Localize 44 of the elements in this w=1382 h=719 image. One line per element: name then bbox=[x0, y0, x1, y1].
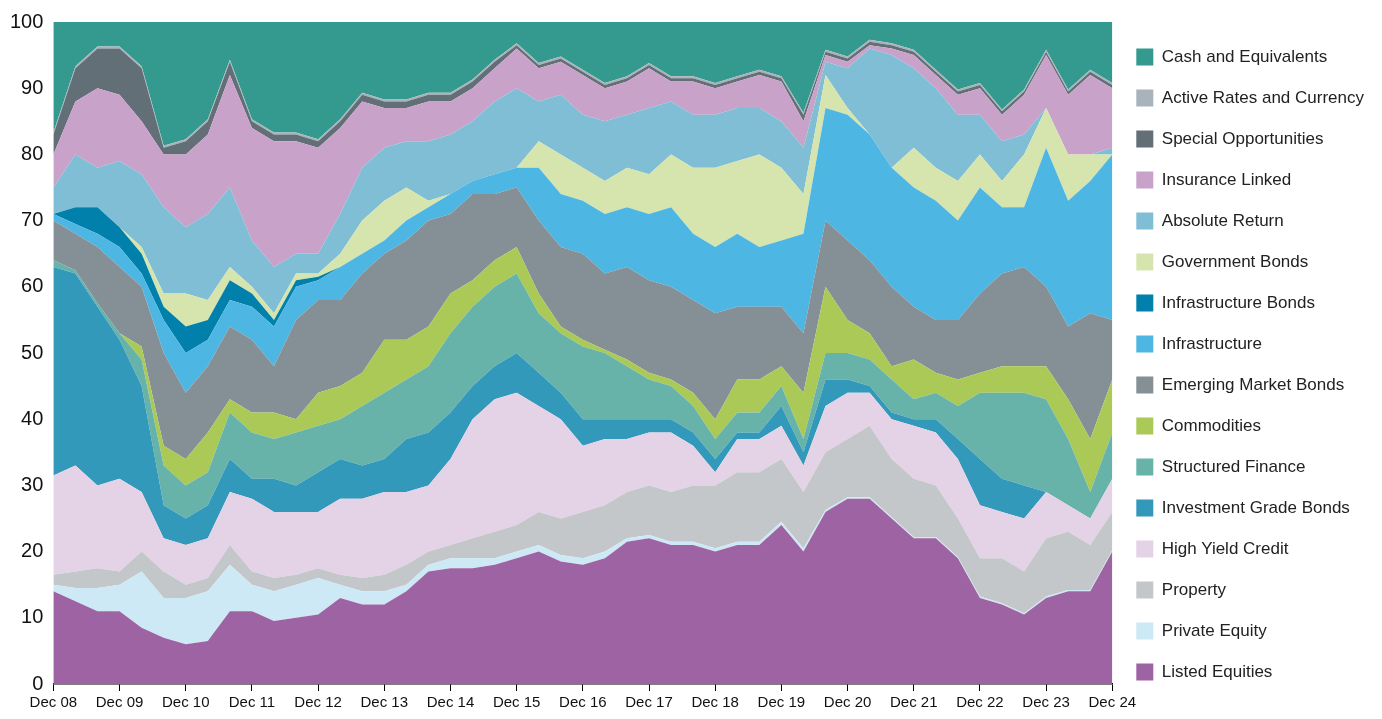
y-tick-label: 40 bbox=[21, 406, 44, 429]
x-tick-label: Dec 08 bbox=[29, 693, 78, 711]
y-tick-label: 30 bbox=[21, 472, 44, 495]
legend-label: Structured Finance bbox=[1161, 456, 1306, 476]
legend-label: Cash and Equivalents bbox=[1161, 46, 1328, 66]
x-tick-label: Dec 16 bbox=[559, 693, 607, 711]
y-tick-label: 50 bbox=[21, 340, 44, 363]
y-tick-label: 90 bbox=[21, 75, 44, 98]
y-tick-label: 80 bbox=[21, 141, 44, 164]
y-tick-label: 20 bbox=[21, 539, 44, 562]
x-tick-label: Dec 15 bbox=[492, 693, 541, 711]
legend-label: Commodities bbox=[1161, 415, 1261, 435]
x-tick-label: Dec 10 bbox=[161, 693, 210, 711]
x-tick-label: Dec 09 bbox=[95, 693, 144, 711]
y-tick-label: 0 bbox=[32, 671, 44, 694]
y-tick-label: 70 bbox=[21, 208, 44, 231]
y-tick-label: 60 bbox=[21, 274, 44, 297]
x-tick-label: Dec 20 bbox=[823, 693, 872, 711]
legend-label: Infrastructure bbox=[1161, 333, 1262, 353]
x-tick-label: Dec 13 bbox=[360, 693, 409, 711]
legend-label: Infrastructure Bonds bbox=[1161, 292, 1315, 312]
x-tick-label: Dec 19 bbox=[757, 693, 806, 711]
x-tick-label: Dec 12 bbox=[294, 693, 342, 711]
legend-label: Government Bonds bbox=[1161, 251, 1309, 271]
x-tick-label: Dec 11 bbox=[228, 693, 276, 711]
legend-label: Absolute Return bbox=[1161, 210, 1284, 230]
legend-label: Property bbox=[1161, 579, 1227, 599]
x-tick-label: Dec 14 bbox=[426, 693, 475, 711]
legend-label: Active Rates and Currency bbox=[1161, 87, 1365, 107]
legend-label: Emerging Market Bonds bbox=[1161, 374, 1345, 394]
x-tick-label: Dec 23 bbox=[1022, 693, 1070, 711]
x-tick-label: Dec 17 bbox=[625, 693, 673, 711]
x-tick-label: Dec 18 bbox=[691, 693, 739, 711]
x-tick-label: Dec 24 bbox=[1088, 693, 1137, 711]
legend-label: Insurance Linked bbox=[1161, 169, 1292, 189]
legend-label: Private Equity bbox=[1161, 620, 1268, 640]
legend-label: High Yield Credit bbox=[1161, 538, 1289, 558]
legend-label: Special Opportunities bbox=[1161, 128, 1324, 148]
y-tick-label: 10 bbox=[21, 605, 44, 628]
x-tick-label: Dec 22 bbox=[956, 693, 1004, 711]
legend-label: Listed Equities bbox=[1161, 661, 1273, 681]
x-tick-label: Dec 21 bbox=[889, 693, 938, 711]
y-tick-label: 100 bbox=[9, 9, 44, 32]
legend-label: Investment Grade Bonds bbox=[1161, 497, 1350, 517]
